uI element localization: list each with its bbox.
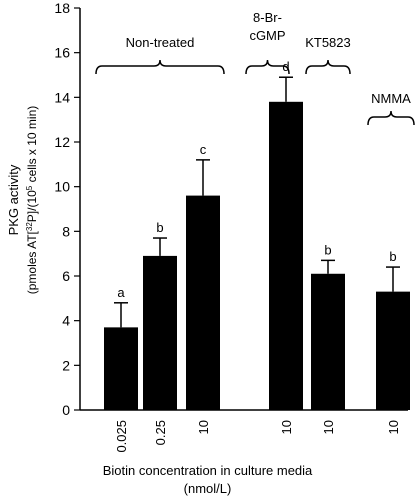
- y-tick-label: 2: [62, 357, 70, 373]
- significance-letter: a: [117, 285, 125, 300]
- group-label: 8-Br-: [253, 10, 282, 25]
- x-axis-title: Biotin concentration in culture media: [102, 463, 313, 478]
- x-tick-label: 10: [196, 420, 211, 434]
- x-axis-unit: (nmol/L): [183, 481, 232, 496]
- y-tick-label: 18: [54, 0, 70, 16]
- significance-letter: b: [156, 220, 163, 235]
- significance-letter: c: [200, 142, 207, 157]
- y-tick-label: 10: [54, 179, 70, 195]
- group-bracket: [95, 59, 225, 75]
- bar: [376, 291, 410, 410]
- significance-letter: b: [389, 249, 396, 264]
- y-tick-label: 14: [54, 89, 70, 105]
- x-tick-label: 10: [386, 420, 401, 434]
- y-axis-title-unit: (pmoles AT[32P]/(105 cells x 10 min): [25, 106, 40, 295]
- y-tick-label: 4: [62, 313, 70, 329]
- x-tick-label: 0.025: [114, 420, 129, 453]
- group-bracket: [305, 59, 351, 75]
- x-tick-label: 10: [279, 420, 294, 434]
- y-tick-label: 16: [54, 45, 70, 61]
- bar: [186, 195, 220, 410]
- y-tick-label: 0: [62, 402, 70, 418]
- x-tick-label: 0.25: [153, 420, 168, 445]
- y-tick-label: 12: [54, 134, 70, 150]
- y-axis-title: PKG activity: [6, 164, 21, 235]
- bar: [269, 101, 303, 411]
- bar: [104, 327, 138, 410]
- group-bracket: [245, 59, 290, 75]
- significance-letter: b: [324, 242, 331, 257]
- x-tick-label: 10: [321, 420, 336, 434]
- y-tick-label: 8: [62, 223, 70, 239]
- y-tick-label: 6: [62, 268, 70, 284]
- group-label: Non-treated: [126, 35, 195, 50]
- group-label: KT5823: [305, 35, 351, 50]
- bar: [143, 255, 177, 410]
- group-label: cGMP: [249, 28, 285, 43]
- group-bracket: [367, 110, 415, 126]
- bar: [311, 273, 345, 410]
- group-label: NMMA: [371, 91, 411, 106]
